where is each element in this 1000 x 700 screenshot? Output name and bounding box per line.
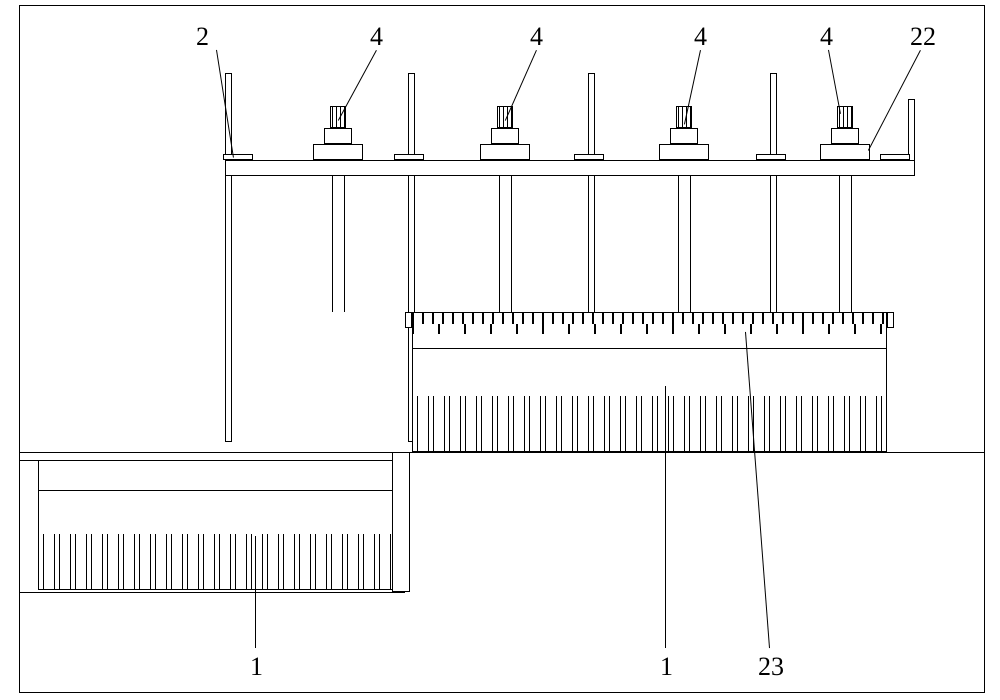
upper-hatch-band: [412, 312, 887, 324]
actuator-body: [831, 128, 859, 144]
actuator-body: [491, 128, 519, 144]
upper-side-stub-right: [887, 312, 894, 328]
actuator-base: [313, 144, 363, 160]
label-L1b: 1: [660, 652, 673, 682]
actuator-rod: [851, 176, 852, 312]
actuator-rod: [332, 176, 333, 312]
lower-bars: [38, 534, 408, 590]
actuator-base: [659, 144, 709, 160]
diagram-stage: 2 4 4 4 4 22 1 1 23: [0, 0, 1000, 700]
crossbar-bracket: [394, 154, 424, 160]
actuator-rod: [678, 176, 679, 312]
label-L22: 22: [910, 22, 936, 52]
crossbar-bracket: [574, 154, 604, 160]
label-L4d: 4: [820, 22, 833, 52]
label-L23: 23: [758, 652, 784, 682]
actuator-rod: [511, 176, 512, 312]
lower-thin-line: [38, 490, 408, 491]
crossbar-bracket: [223, 154, 253, 160]
actuator-base: [820, 144, 870, 160]
label-L4a: 4: [370, 22, 383, 52]
deck-upper-edge: [19, 452, 985, 453]
deck-mid-edge: [19, 592, 405, 593]
actuator-body: [324, 128, 352, 144]
actuator-base: [480, 144, 530, 160]
label-L4c: 4: [694, 22, 707, 52]
step-rect: [392, 452, 410, 592]
actuator-rod: [690, 176, 691, 312]
actuator-rod: [839, 176, 840, 312]
upper-hang-strip: [412, 324, 887, 334]
actuator-rod: [344, 176, 345, 312]
actuator-rod: [499, 176, 500, 312]
label-L2: 2: [196, 22, 209, 52]
upper-bars: [412, 396, 887, 452]
gantry-crossbar: [225, 160, 915, 176]
upper-side-stub-left: [405, 312, 412, 328]
actuator-body: [670, 128, 698, 144]
crossbar-bracket: [756, 154, 786, 160]
crossbar-bracket: [880, 154, 910, 160]
label-L4b: 4: [530, 22, 543, 52]
label-L1a: 1: [250, 652, 263, 682]
upper-thin-line: [412, 348, 887, 349]
